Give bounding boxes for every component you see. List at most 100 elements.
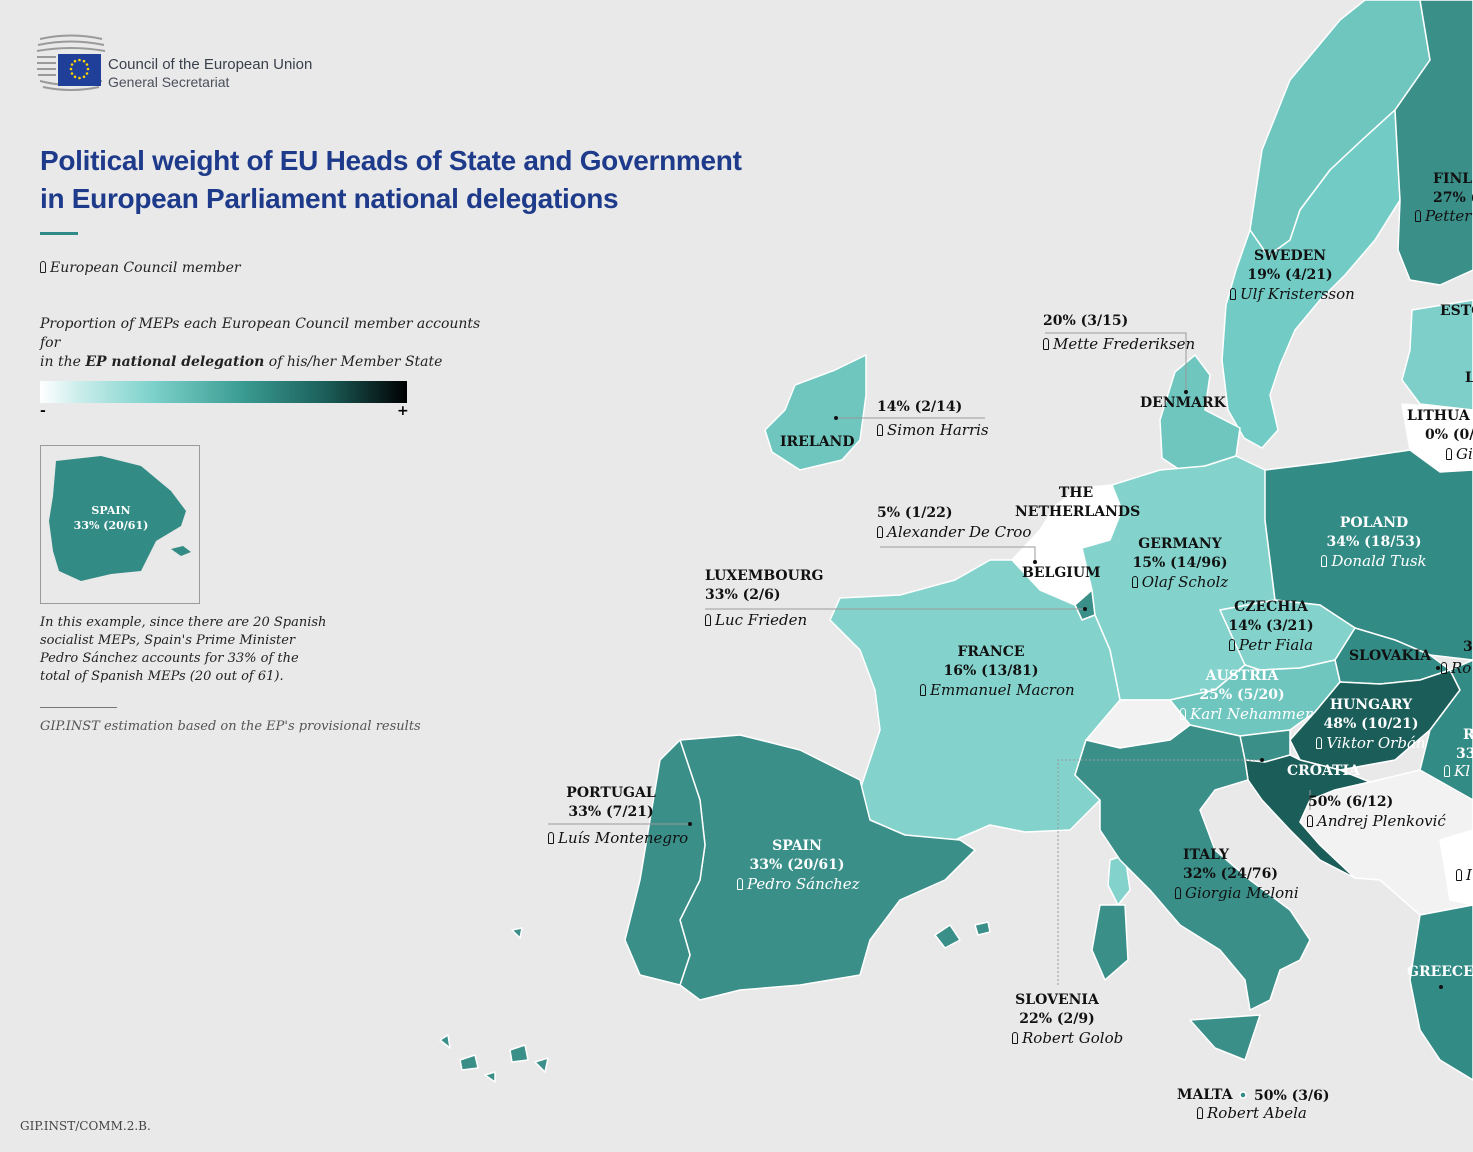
- country-percent: 33% (20/61): [749, 857, 845, 873]
- footer-code: GIP.INST/COMM.2.B.: [20, 1119, 151, 1133]
- sardinia-shape: [1091, 904, 1129, 981]
- person-icon: [1444, 765, 1450, 777]
- person-icon: [1230, 288, 1236, 300]
- person-icon: [877, 526, 883, 538]
- country-name: POLAND: [1339, 515, 1409, 531]
- country-label-luxembourg: LUXEMBOURG 33% (2/6) Luc Frieden: [705, 567, 823, 630]
- slovakia-percent-fragment: 3: [1463, 639, 1473, 655]
- person-icon: [1446, 448, 1452, 460]
- leader-name: Robert Abela: [1207, 1104, 1307, 1122]
- leader-portugal: Luís Montenegro: [548, 829, 688, 848]
- person-icon: [877, 424, 883, 436]
- person-icon: [737, 878, 743, 890]
- leader-slovakia: Ro: [1441, 659, 1471, 678]
- leader-name: Andrej Plenković: [1317, 812, 1446, 830]
- person-icon: [1307, 815, 1313, 827]
- person-icon: [1131, 576, 1138, 588]
- country-label-germany: GERMANY 15% (14/96) Olaf Scholz: [1120, 535, 1240, 592]
- country-label-sweden: SWEDEN 19% (4/21) Ulf Kristersson: [1230, 247, 1355, 304]
- country-percent: 50% (6/12): [1308, 794, 1394, 810]
- leader-name: Karl Nehammer: [1190, 705, 1312, 723]
- country-percent: 14% (3/21): [1228, 618, 1314, 634]
- country-label-spain: SPAIN 33% (20/61) Pedro Sánchez: [737, 837, 860, 894]
- country-label-italy: ITALY 32% (24/76) Giorgia Meloni: [1175, 846, 1299, 903]
- legend-member-label: European Council member: [50, 260, 241, 276]
- country-name-netherlands: THE NETHERLANDS: [1015, 485, 1141, 520]
- scale-min-label: -: [40, 403, 46, 419]
- country-label-france: FRANCE 16% (13/81) Emmanuel Macron: [920, 643, 1075, 700]
- country-label-croatia: 50% (6/12) Andrej Plenković: [1307, 793, 1446, 831]
- source-divider: [40, 707, 117, 708]
- bulgaria-shape: [1439, 829, 1473, 906]
- sweden-shape: [1221, 109, 1401, 449]
- balkans-shape: [1299, 769, 1473, 916]
- country-name: SWEDEN: [1253, 248, 1327, 264]
- country-name: PORTUGAL: [566, 785, 656, 801]
- country-name: ITALY: [1183, 847, 1230, 863]
- leader-name: Luc Frieden: [715, 611, 808, 629]
- country-name-greece: GREECE: [1407, 964, 1473, 980]
- example-explanation: In this example, since there are 20 Span…: [40, 615, 327, 684]
- leader-bulgaria: I: [1456, 866, 1472, 885]
- country-label-portugal: PORTUGAL 33% (7/21): [548, 784, 674, 822]
- legend-desc-part2: in the: [40, 354, 86, 370]
- denmark-shape: [1159, 354, 1241, 471]
- legend-description: Proportion of MEPs each European Council…: [40, 315, 500, 372]
- country-label-hungary: HUNGARY 48% (10/21) Viktor Orbán: [1316, 696, 1426, 753]
- country-percent: 14% (2/14): [877, 399, 963, 415]
- example-value: 33% (20/61): [73, 519, 149, 532]
- portugal-shape: [624, 739, 706, 986]
- country-name-latvia: L: [1465, 370, 1473, 386]
- org-subtitle: General Secretariat: [108, 74, 230, 90]
- country-name-malta: MALTA: [1177, 1087, 1233, 1103]
- country-name-denmark: DENMARK: [1140, 395, 1226, 411]
- country-name: LUXEMBOURG: [705, 568, 824, 584]
- country-percent: 33% (2/6): [705, 587, 781, 603]
- country-name-estonia: ESTO: [1440, 303, 1473, 319]
- leader-malta: Robert Abela: [1197, 1104, 1307, 1123]
- legend-desc-part1: Proportion of MEPs each European Council…: [40, 316, 481, 351]
- source-note: GIP.INST estimation based on the EP's pr…: [40, 719, 421, 734]
- leader-name: Viktor Orbán: [1326, 734, 1426, 752]
- denmark-leader: [1045, 332, 1187, 395]
- council-emblem-icon: [36, 34, 106, 91]
- person-icon: [1415, 210, 1421, 222]
- title-line-1: Political weight of EU Heads of State an…: [40, 145, 742, 176]
- country-percent: 5% (1/22): [877, 505, 953, 521]
- country-label-romania: R 33: [1456, 727, 1473, 762]
- leader-name: Luís Montenegro: [558, 829, 689, 847]
- greece-shape: [1409, 904, 1473, 1081]
- color-scale-bar: [40, 381, 407, 403]
- country-label-slovenia: SLOVENIA 22% (2/9) Robert Golob: [1012, 991, 1123, 1048]
- italy-shape: [1074, 724, 1311, 1011]
- belgium-leader: [880, 546, 1036, 562]
- country-name-ireland: IRELAND: [780, 434, 855, 450]
- person-icon: [548, 832, 554, 844]
- slovenia-leader: [1057, 759, 1262, 985]
- country-name: CZECHIA: [1234, 599, 1308, 615]
- leader-name: Robert Golob: [1022, 1029, 1124, 1047]
- country-percent: 19% (4/21): [1247, 267, 1333, 283]
- country-name: SPAIN: [772, 838, 822, 854]
- person-icon: [1321, 555, 1328, 567]
- leader-name: Ulf Kristersson: [1240, 285, 1355, 303]
- leader-name: Pedro Sánchez: [747, 875, 860, 893]
- country-label-czechia: CZECHIA 14% (3/21) Petr Fiala: [1226, 598, 1316, 655]
- country-percent: 20% (3/15): [1043, 313, 1129, 329]
- scale-max-label: +: [397, 403, 409, 419]
- title-underline: [40, 232, 78, 235]
- example-label: SPAIN 33% (20/61): [41, 503, 181, 533]
- canary-shape: [439, 1034, 549, 1083]
- legend-desc-bold: EP national delegation: [85, 354, 265, 370]
- example-spain-map: [49, 456, 191, 581]
- country-label-belgium: 5% (1/22) Alexander De Croo: [877, 504, 1031, 542]
- country-percent: 16% (13/81): [943, 663, 1039, 679]
- country-percent: 34% (18/53): [1326, 534, 1422, 550]
- country-name: FRANCE: [957, 644, 1025, 660]
- malta-shape: [1239, 1091, 1247, 1099]
- country-name: GERMANY: [1138, 536, 1222, 552]
- country-name: HUNGARY: [1329, 697, 1413, 713]
- leader-romania: Kl: [1444, 762, 1470, 781]
- country-percent: 33% (7/21): [568, 804, 654, 820]
- leader-name: Olaf Scholz: [1141, 573, 1229, 591]
